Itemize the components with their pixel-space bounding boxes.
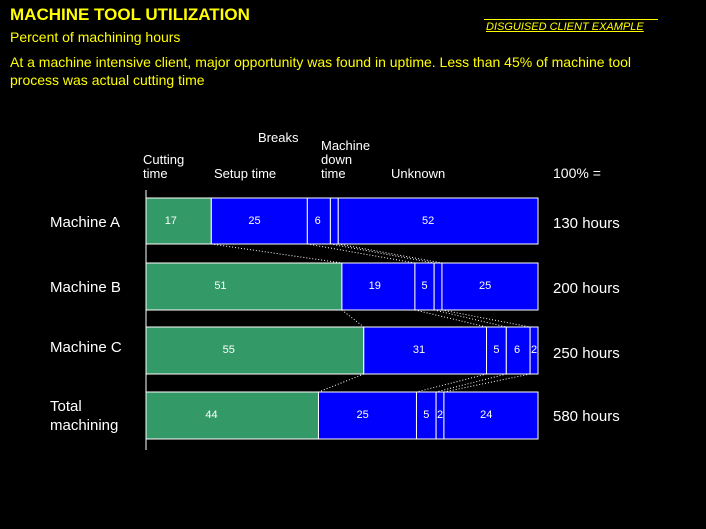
data-label-cutting-row-1: 17	[165, 215, 177, 227]
page-subtitle: Percent of machining hours	[10, 29, 181, 45]
bar-segment-cutting-row-4	[145, 391, 319, 440]
column-down-line-2: down	[321, 152, 353, 167]
data-label-setup-row-4: 25	[356, 409, 368, 421]
total-hours-total: 580 hours	[553, 408, 620, 425]
connector-line-row-2-edge-1	[341, 309, 365, 328]
data-label-breaks-row-1: 6	[315, 215, 321, 227]
data-label-breaks-row-4: 5	[423, 409, 429, 421]
column-breaks: Breaks	[258, 130, 299, 145]
column-machine-down-time: Machine down time	[321, 139, 370, 181]
connector-line-row-1-edge-1	[211, 243, 342, 264]
bar-segment-cutting-row-3	[145, 326, 365, 375]
page-title: MACHINE TOOL UTILIZATION	[10, 5, 250, 24]
bar-segment-setup-row-2	[341, 262, 416, 311]
connector-line-row-3-edge-3	[435, 373, 507, 393]
data-label-down-row-4: 2	[437, 409, 443, 421]
column-down-line-1: Machine	[321, 138, 371, 153]
data-label-down-row-3: 6	[514, 344, 520, 356]
bar-segment-cutting-row-1	[145, 197, 212, 245]
bar-segment-unknown-row-3	[529, 326, 539, 375]
data-label-cutting-row-2: 51	[214, 280, 226, 292]
connector-line-row-1-edge-4	[338, 243, 443, 264]
column-unknown: Unknown	[391, 166, 446, 181]
connector-line-row-3-edge-4	[443, 373, 531, 393]
column-cutting-line-2: time	[143, 166, 168, 181]
data-label-unknown-row-3: 2	[531, 344, 537, 356]
disguised-rule	[484, 19, 658, 20]
bar-segment-setup-row-4	[317, 391, 417, 440]
data-label-unknown-row-1: 52	[422, 215, 434, 227]
data-label-breaks-row-3: 5	[493, 344, 499, 356]
data-label-setup-row-1: 25	[248, 215, 260, 227]
data-label-breaks-row-2: 5	[421, 280, 427, 292]
row-label-machine-a: Machine A	[50, 214, 121, 231]
total-hours-machine-c: 250 hours	[553, 345, 620, 362]
bar-segment-unknown-row-4	[443, 391, 539, 440]
bar-segment-unknown-row-1	[337, 197, 539, 245]
row-label-machine-c: Machine C	[50, 339, 122, 356]
bar-segment-unknown-row-2	[441, 262, 539, 311]
data-label-cutting-row-3: 55	[223, 344, 235, 356]
connector-line-row-1-edge-3	[330, 243, 435, 264]
data-label-setup-row-2: 19	[369, 280, 381, 292]
data-label-cutting-row-4: 44	[205, 409, 217, 421]
disguised-label: DISGUISED CLIENT EXAMPLE	[486, 21, 644, 33]
bar-segment-cutting-row-2	[145, 262, 343, 311]
column-setup-time: Setup time	[214, 166, 277, 181]
column-cutting-line-1: Cutting	[143, 152, 185, 167]
key-message: At a machine intensive client, major opp…	[10, 54, 632, 88]
column-cutting-time: Cutting time	[143, 153, 184, 181]
bar-segment-setup-row-3	[363, 326, 488, 375]
connector-line-row-3-edge-1	[318, 373, 364, 393]
total-hours-machine-b: 200 hours	[553, 280, 620, 297]
bar-segment-down-row-1	[329, 197, 339, 245]
connector-line-row-2-edge-4	[441, 309, 531, 328]
bar-segment-down-row-2	[433, 262, 443, 311]
data-label-unknown-row-4: 24	[480, 409, 492, 421]
connector-line-row-1-edge-2	[307, 243, 415, 264]
total-hours-machine-a: 130 hours	[553, 215, 620, 232]
connector-line-row-2-edge-2	[414, 309, 487, 328]
data-label-setup-row-3: 31	[413, 344, 425, 356]
connector-line-row-2-edge-3	[434, 309, 507, 328]
connector-line-row-3-edge-2	[416, 373, 487, 393]
data-label-unknown-row-2: 25	[479, 280, 491, 292]
bar-segment-setup-row-1	[210, 197, 308, 245]
row-label-machine-b: Machine B	[50, 279, 121, 296]
row-label-total-machining: Total machining	[50, 398, 119, 434]
column-total: 100% =	[553, 165, 601, 181]
column-down-line-3: time	[321, 166, 346, 181]
